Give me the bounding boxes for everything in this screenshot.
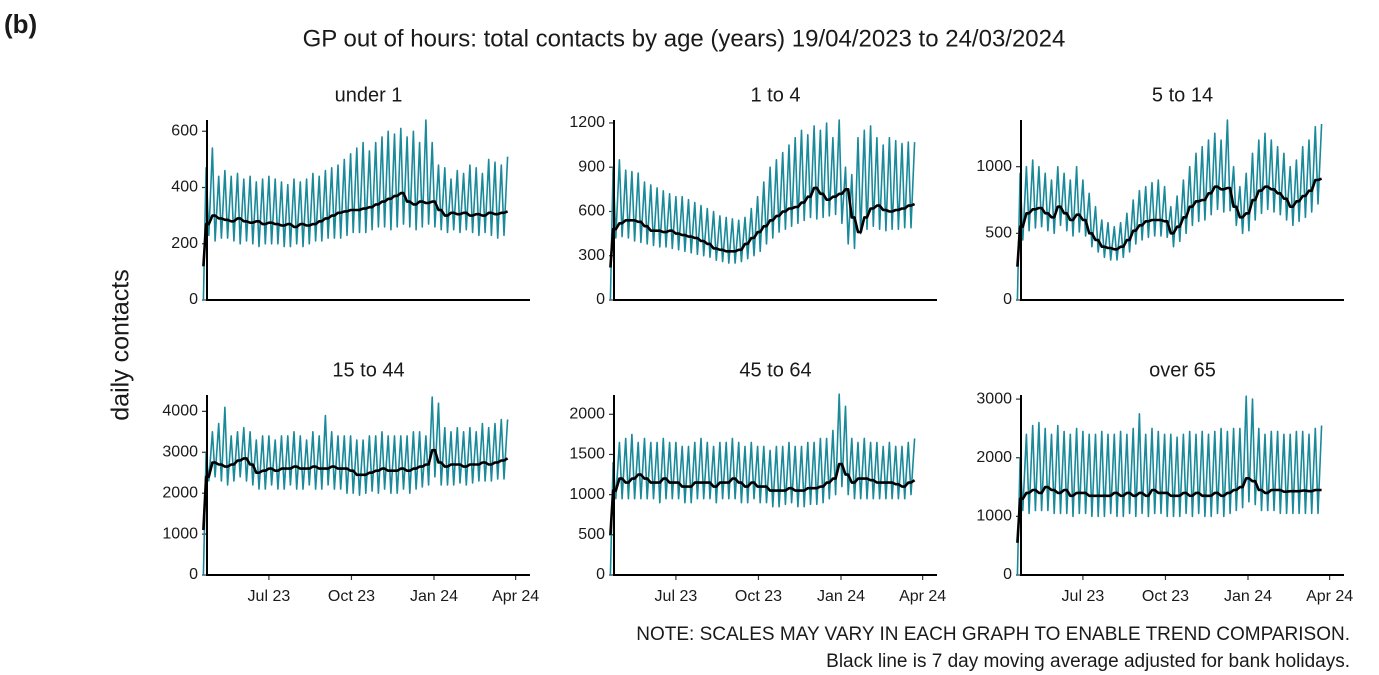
y-tick-label: 4000 [162, 403, 198, 420]
y-tick-label: 1000 [162, 525, 198, 542]
y-tick-label: 1000 [569, 486, 605, 503]
x-tick-label: Oct 23 [328, 588, 375, 605]
panel-title: under 1 [335, 84, 403, 106]
series-line [1016, 477, 1322, 543]
y-tick-label: 0 [596, 566, 605, 583]
panel-title: 1 to 4 [750, 84, 800, 106]
series-line [609, 119, 916, 301]
x-tick-label: Apr 24 [899, 588, 946, 605]
x-tick-label: Jul 23 [1062, 588, 1105, 605]
y-tick-label: 2000 [162, 484, 198, 501]
x-tick-label: Apr 24 [1306, 588, 1353, 605]
series-line [202, 448, 509, 531]
y-tick-label: 500 [985, 225, 1012, 242]
y-tick-label: 0 [596, 291, 605, 308]
series-line [1016, 395, 1323, 576]
y-tick-label: 900 [578, 158, 605, 175]
x-tick-label: Jul 23 [655, 588, 698, 605]
x-tick-label: Oct 23 [1142, 588, 1189, 605]
x-tick-label: Jan 24 [817, 588, 865, 605]
series-line [1016, 119, 1323, 301]
y-tick-label: 1200 [569, 114, 605, 131]
y-axis-label: daily contacts [107, 269, 135, 420]
y-tick-label: 2000 [569, 406, 605, 423]
x-tick-label: Apr 24 [492, 588, 539, 605]
x-tick-label: Jan 24 [1224, 588, 1272, 605]
y-tick-label: 0 [1003, 291, 1012, 308]
series-line [202, 119, 509, 301]
series-line [609, 462, 916, 535]
panel-label: (b) [4, 9, 37, 39]
panel-title: 15 to 44 [332, 359, 404, 381]
x-tick-label: Jan 24 [410, 588, 458, 605]
series-line [609, 186, 916, 268]
series-line [1016, 177, 1323, 267]
y-tick-label: 1500 [569, 446, 605, 463]
series-line [202, 396, 509, 576]
y-tick-label: 0 [189, 291, 198, 308]
chart-title: GP out of hours: total contacts by age (… [303, 25, 1066, 52]
y-tick-label: 0 [189, 566, 198, 583]
panel-title: over 65 [1149, 359, 1216, 381]
y-tick-label: 3000 [162, 443, 198, 460]
y-tick-label: 500 [578, 526, 605, 543]
y-tick-label: 1000 [976, 508, 1012, 525]
y-tick-label: 2000 [976, 449, 1012, 466]
y-tick-label: 400 [171, 179, 198, 196]
series-line [609, 393, 916, 576]
note: NOTE: SCALES MAY VARY IN EACH GRAPH TO E… [636, 624, 1350, 645]
y-tick-label: 300 [578, 247, 605, 264]
y-tick-label: 3000 [976, 390, 1012, 407]
y-tick-label: 0 [1003, 566, 1012, 583]
y-tick-label: 200 [171, 235, 198, 252]
note: Black line is 7 day moving average adjus… [826, 651, 1350, 672]
panel-title: 5 to 14 [1152, 84, 1213, 106]
series-line [202, 191, 509, 267]
y-tick-label: 600 [578, 203, 605, 220]
x-tick-label: Oct 23 [735, 588, 782, 605]
y-tick-label: 1000 [976, 158, 1012, 175]
panel-title: 45 to 64 [739, 359, 811, 381]
x-tick-label: Jul 23 [248, 588, 291, 605]
y-tick-label: 600 [171, 122, 198, 139]
